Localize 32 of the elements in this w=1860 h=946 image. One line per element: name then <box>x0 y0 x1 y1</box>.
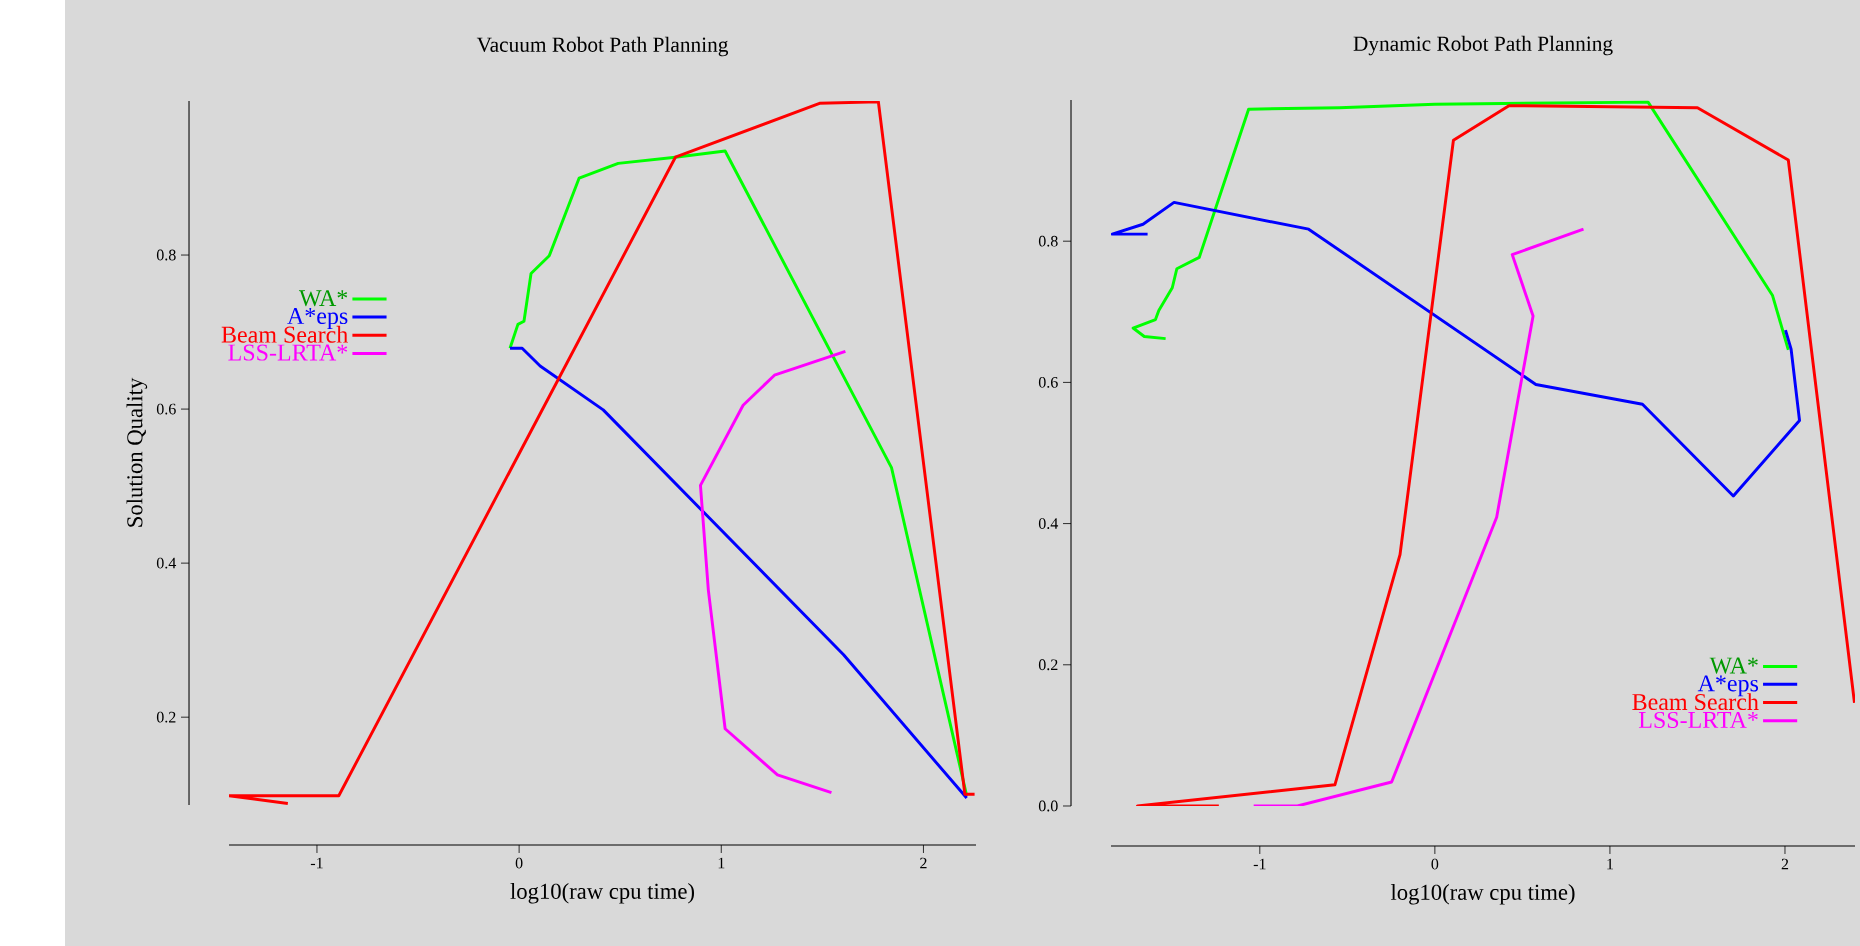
legend-label: LSS-LRTA* <box>1638 711 1758 729</box>
legend-label: LSS-LRTA* <box>228 344 348 361</box>
line-series <box>508 346 969 800</box>
x-tick-label: 2 <box>920 857 927 869</box>
y-tick-label: 0.8 <box>156 249 176 261</box>
x-tick-label: -1 <box>1253 858 1266 870</box>
x-tick-label: -1 <box>310 857 323 869</box>
line-series <box>1111 200 1801 498</box>
x-tick-label: 0 <box>1431 858 1439 870</box>
legend-label: WA* <box>298 290 348 307</box>
x-axis-title: log10(raw cpu time) <box>510 882 695 904</box>
x-axis-title: log10(raw cpu time) <box>1390 883 1575 905</box>
line-series <box>1135 104 1856 806</box>
y-tick-label: 0.2 <box>156 711 176 723</box>
y-tick-label: 0.4 <box>156 557 177 569</box>
line-series <box>1131 100 1790 352</box>
legend-label: WA* <box>1709 657 1758 674</box>
y-tick-label: 0.6 <box>156 403 176 415</box>
y-axis-title: Solution Quality <box>126 377 148 527</box>
y-tick-label: 0.0 <box>1038 800 1058 812</box>
x-tick-label: 1 <box>718 857 725 869</box>
y-tick-label: 0.8 <box>1038 235 1058 247</box>
x-tick-label: 2 <box>1781 858 1789 870</box>
line-series <box>698 349 847 795</box>
chart-title: Vacuum Robot Path Planning <box>476 36 729 57</box>
y-tick-label: 0.6 <box>1038 376 1058 388</box>
y-tick-label: 0.4 <box>1038 518 1059 530</box>
y-tick-label: 0.2 <box>1038 659 1058 671</box>
chart-title: Dynamic Robot Path Planning <box>1353 35 1613 56</box>
x-tick-label: 0 <box>515 857 523 869</box>
line-series <box>1252 227 1585 806</box>
x-tick-label: 1 <box>1607 858 1613 870</box>
